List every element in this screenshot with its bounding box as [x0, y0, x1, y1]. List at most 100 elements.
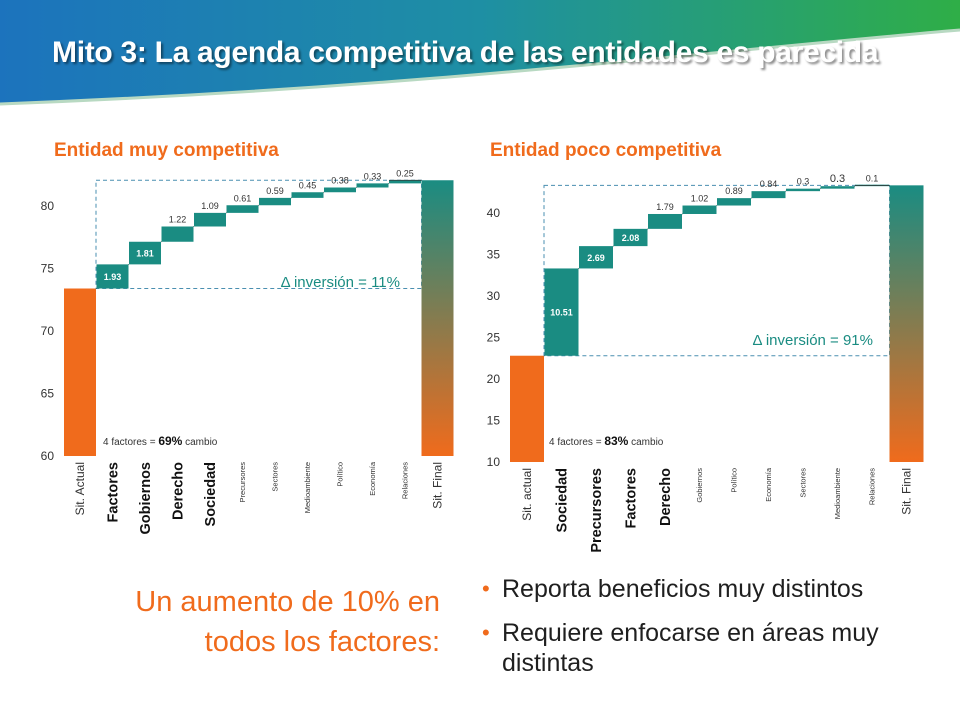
- y-tick-label: 30: [487, 289, 501, 303]
- chart-title-muy-competitiva: Entidad muy competitiva: [54, 140, 279, 161]
- category-label: Factores: [106, 462, 122, 522]
- category-label: Economía: [368, 461, 377, 496]
- value-label: 0.84: [760, 179, 778, 189]
- value-label: 0.3: [797, 177, 810, 187]
- category-label: Relaciones: [868, 468, 877, 505]
- step-bar: [786, 188, 820, 192]
- y-tick-label: 15: [487, 413, 501, 427]
- step-bar: [820, 186, 855, 189]
- y-tick-label: 70: [41, 324, 55, 338]
- change-dashed-box: [543, 184, 890, 357]
- category-label: Sociedad: [555, 468, 571, 532]
- category-label: Medioambiente: [303, 462, 312, 513]
- value-label: 0.3: [830, 173, 845, 185]
- highlight-text: Un aumento de 10% en todos los factores:: [135, 586, 440, 658]
- category-label: Medioambiente: [833, 468, 842, 519]
- step-bar: [96, 264, 129, 289]
- step-bar: [682, 205, 717, 214]
- step-bar: [259, 197, 291, 206]
- bullet-item: • Reporta beneficios muy distintos: [482, 574, 922, 604]
- value-label: 10.51: [550, 308, 573, 318]
- value-label: 1.02: [691, 194, 709, 204]
- waterfall-chart-poco-competitiva: 10 15 20 25 30 35 40 10.51 2.69 2.08 1.79 1.02 0.89 0…: [487, 173, 924, 553]
- factors-note: 4 factores = 83% cambio: [549, 434, 664, 448]
- category-label: Sectores: [799, 468, 808, 498]
- category-label: Sit. actual: [520, 468, 534, 521]
- step-bar: [291, 192, 324, 198]
- value-label: 0.59: [266, 186, 284, 196]
- value-label: 1.09: [201, 201, 219, 211]
- value-label: 0.33: [364, 171, 382, 181]
- slide-title: Mito 3: La agenda competitiva de las ent…: [52, 36, 879, 69]
- final-bar: [889, 185, 924, 463]
- y-tick-label: 20: [487, 372, 501, 386]
- step-bar: [356, 183, 389, 188]
- value-label: 2.69: [587, 253, 605, 263]
- y-tick-label: 40: [487, 206, 501, 220]
- step-bar: [579, 246, 613, 269]
- header-swoosh-line: [0, 28, 960, 106]
- step-bar: [324, 187, 356, 193]
- step-bar: [161, 226, 194, 242]
- bullet-dot-icon: •: [482, 620, 490, 645]
- value-label: 0.61: [234, 193, 252, 203]
- category-label: Gobiernos: [138, 462, 154, 535]
- step-bar: [717, 198, 751, 206]
- category-label: Político: [730, 468, 739, 493]
- change-dashed-box: [95, 179, 422, 289]
- y-tick-label: 80: [41, 199, 55, 213]
- bullet-list: • Reporta beneficios muy distintos • Req…: [482, 574, 922, 692]
- y-tick-label: 10: [487, 455, 501, 469]
- y-tick-label: 60: [41, 449, 55, 463]
- y-tick-label: 35: [487, 247, 501, 261]
- category-label: Sectores: [271, 462, 280, 492]
- category-label: Derecho: [171, 462, 187, 520]
- inversion-annotation: Δ inversión = 11%: [281, 274, 400, 291]
- category-label: Sit. Final: [431, 462, 445, 509]
- step-bar: [129, 241, 161, 265]
- step-bar: [751, 191, 786, 199]
- bullet-text: Requiere enfocarse en áreas muy distinta…: [502, 619, 879, 677]
- waterfall-chart-muy-competitiva: 60 65 70 75 80 1.93 1.81 1.22 1.09 0.61 0.59 0.45 0.…: [41, 168, 454, 535]
- category-label: Precursores: [238, 462, 247, 503]
- category-label: Economía: [764, 467, 773, 502]
- y-tick-label: 75: [41, 262, 55, 276]
- value-label: 0.25: [396, 168, 414, 178]
- value-label: 1.79: [656, 202, 674, 212]
- value-label: 0.38: [331, 176, 349, 186]
- y-tick-label: 65: [41, 387, 55, 401]
- start-bar: [64, 288, 96, 456]
- start-bar: [510, 355, 544, 462]
- header-banner: [0, 0, 960, 106]
- bullet-dot-icon: •: [482, 576, 490, 601]
- final-bar: [421, 180, 454, 456]
- step-bar: [194, 212, 226, 227]
- category-label: Sit. Actual: [73, 462, 87, 515]
- step-bar: [544, 268, 579, 356]
- category-label: Sociedad: [203, 462, 219, 526]
- category-label: Político: [336, 462, 345, 487]
- category-label: Derecho: [658, 468, 674, 526]
- value-label: 1.22: [169, 215, 187, 225]
- step-bar: [613, 228, 648, 247]
- category-label: Factores: [624, 468, 640, 528]
- category-label: Precursores: [589, 468, 605, 553]
- factors-note: 4 factores = 69% cambio: [103, 434, 218, 448]
- bullet-item: • Requiere enfocarse en áreas muy distin…: [482, 618, 922, 678]
- value-label: 2.08: [622, 233, 640, 243]
- step-bar: [389, 180, 421, 184]
- value-label: 1.93: [104, 272, 122, 282]
- value-label: 0.45: [299, 180, 317, 190]
- inversion-annotation: Δ inversión = 91%: [752, 332, 873, 349]
- bullet-text: Reporta beneficios muy distintos: [502, 575, 864, 603]
- value-label: 0.1: [866, 173, 879, 183]
- category-label: Relaciones: [401, 462, 410, 499]
- category-label: Gobiernos: [695, 468, 704, 503]
- chart-title-poco-competitiva: Entidad poco competitiva: [490, 140, 722, 161]
- header-swoosh: [0, 0, 960, 104]
- y-tick-label: 25: [487, 330, 501, 344]
- step-bar: [226, 205, 259, 213]
- value-label: 0.89: [725, 186, 743, 196]
- step-bar: [648, 213, 682, 229]
- value-label: 1.81: [136, 249, 154, 259]
